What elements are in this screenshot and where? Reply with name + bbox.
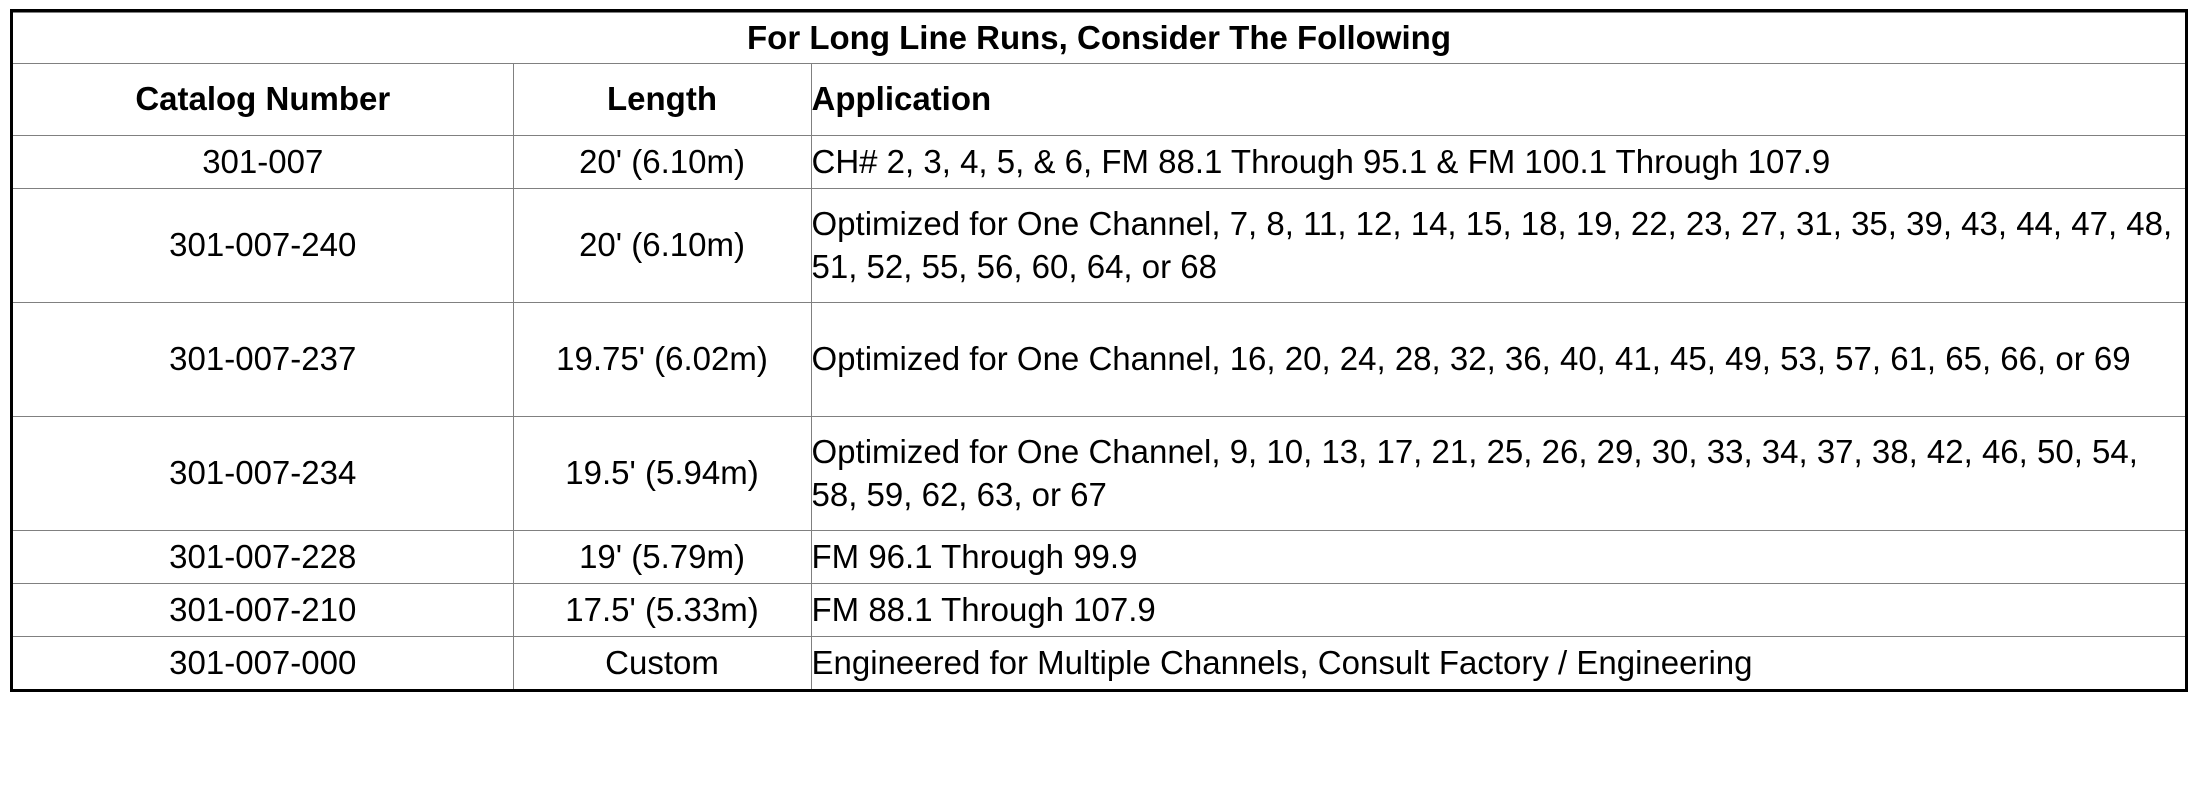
cell-length: 19.5' (5.94m)	[512, 416, 812, 531]
column-header-catalog-number: Catalog Number	[13, 63, 514, 136]
long-line-runs-table: For Long Line Runs, Consider The Followi…	[13, 12, 2185, 689]
table-body: For Long Line Runs, Consider The Followi…	[13, 12, 2185, 689]
cell-catalog-number: 301-007	[13, 135, 514, 189]
application-text: Optimized for One Channel, 9, 10, 13, 17…	[811, 432, 2138, 513]
application-text: Optimized for One Channel, 7, 8, 11, 12,…	[811, 204, 2173, 285]
cell-application: Optimized for One Channel, 9, 10, 13, 17…	[810, 416, 2185, 531]
column-header-application: Application	[810, 63, 2185, 136]
cell-length: 17.5' (5.33m)	[512, 583, 812, 637]
table-row: 301-007-234 19.5' (5.94m) Optimized for …	[13, 416, 2185, 531]
cell-application: CH# 2, 3, 4, 5, & 6, FM 88.1 Through 95.…	[810, 135, 2185, 189]
table-header-row: Catalog Number Length Application	[13, 63, 2185, 136]
table-row: 301-007-000 Custom Engineered for Multip…	[13, 636, 2185, 689]
cell-catalog-number: 301-007-210	[13, 583, 514, 637]
cell-catalog-number: 301-007-237	[13, 302, 514, 417]
application-text: FM 96.1 Through 99.9	[811, 537, 1138, 575]
table-title-row: For Long Line Runs, Consider The Followi…	[13, 12, 2185, 64]
cell-application: FM 96.1 Through 99.9	[810, 530, 2185, 584]
table-row: 301-007-210 17.5' (5.33m) FM 88.1 Throug…	[13, 583, 2185, 637]
cell-length: Custom	[512, 636, 812, 689]
cell-application: FM 88.1 Through 107.9	[810, 583, 2185, 637]
application-text: Engineered for Multiple Channels, Consul…	[811, 643, 1753, 681]
table-row: 301-007-237 19.75' (6.02m) Optimized for…	[13, 302, 2185, 417]
cell-length: 20' (6.10m)	[512, 188, 812, 303]
cell-application: Engineered for Multiple Channels, Consul…	[810, 636, 2185, 689]
cell-length: 19' (5.79m)	[512, 530, 812, 584]
application-text: CH# 2, 3, 4, 5, & 6, FM 88.1 Through 95.…	[811, 142, 1831, 180]
spec-table-container: For Long Line Runs, Consider The Followi…	[10, 9, 2188, 692]
cell-application: Optimized for One Channel, 7, 8, 11, 12,…	[810, 188, 2185, 303]
cell-catalog-number: 301-007-240	[13, 188, 514, 303]
table-row: 301-007-240 20' (6.10m) Optimized for On…	[13, 188, 2185, 303]
table-row: 301-007 20' (6.10m) CH# 2, 3, 4, 5, & 6,…	[13, 135, 2185, 189]
application-text: FM 88.1 Through 107.9	[811, 590, 1156, 628]
table-title: For Long Line Runs, Consider The Followi…	[13, 12, 2185, 64]
table-row: 301-007-228 19' (5.79m) FM 96.1 Through …	[13, 530, 2185, 584]
cell-length: 19.75' (6.02m)	[512, 302, 812, 417]
cell-length: 20' (6.10m)	[512, 135, 812, 189]
cell-application: Optimized for One Channel, 16, 20, 24, 2…	[810, 302, 2185, 417]
cell-catalog-number: 301-007-000	[13, 636, 514, 689]
column-header-length: Length	[512, 63, 812, 136]
application-text: Optimized for One Channel, 16, 20, 24, 2…	[811, 340, 2131, 378]
cell-catalog-number: 301-007-234	[13, 416, 514, 531]
cell-catalog-number: 301-007-228	[13, 530, 514, 584]
